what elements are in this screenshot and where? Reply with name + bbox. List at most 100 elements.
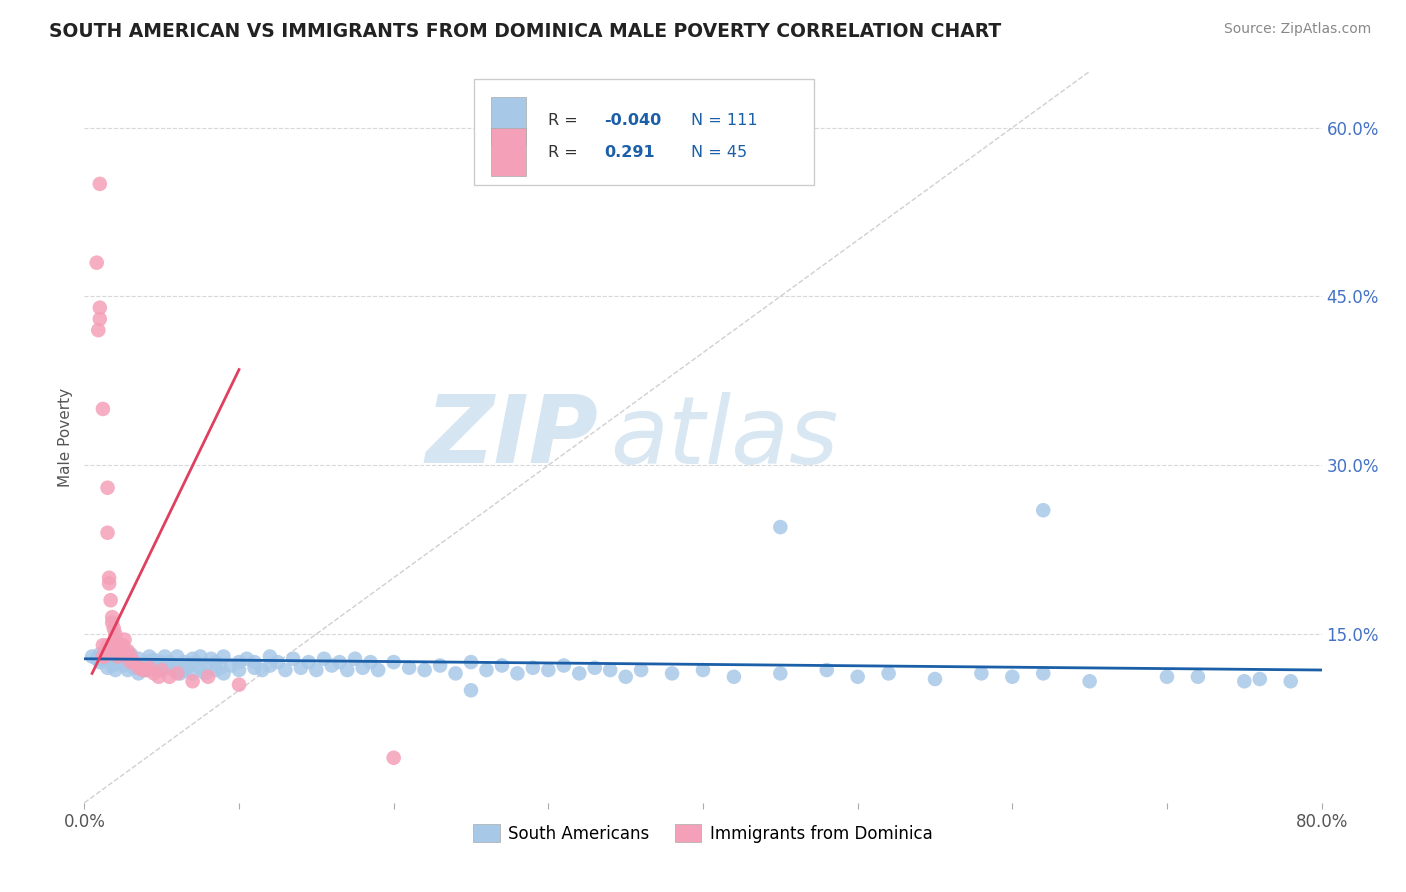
FancyBboxPatch shape [474,78,814,185]
Point [150,663,173,677]
Point [413,663,436,677]
Point [475,663,498,677]
Point [194,666,217,681]
Point [267,655,290,669]
Point [429,658,451,673]
Point [281,652,305,666]
Point [1078,674,1101,689]
Point [153,649,176,664]
Point [243,655,266,669]
Point [98,576,121,591]
Point [87,323,110,337]
Point [1233,674,1256,689]
Point [250,663,273,677]
Point [96,661,118,675]
Point [522,661,544,675]
Point [297,655,319,669]
Point [553,658,575,673]
Point [360,655,382,669]
Point [103,621,125,635]
Point [305,663,328,677]
Point [112,658,135,673]
Point [312,652,335,666]
Point [143,666,166,681]
Point [91,638,114,652]
Point [117,663,139,677]
Point [290,661,312,675]
Point [93,649,115,664]
Point [228,655,250,669]
Point [101,615,124,630]
Point [122,655,145,669]
Point [188,661,211,675]
Point [91,649,114,664]
Point [120,647,142,661]
Point [107,655,129,669]
Point [148,670,170,684]
Point [599,663,621,677]
Point [100,593,122,607]
Point [120,655,142,669]
Text: N = 45: N = 45 [690,145,747,160]
Text: Source: ZipAtlas.com: Source: ZipAtlas.com [1223,22,1371,37]
Point [107,649,129,664]
Point [614,670,637,684]
Point [506,666,529,681]
Point [491,658,513,673]
Point [568,666,591,681]
Text: SOUTH AMERICAN VS IMMIGRANTS FROM DOMINICA MALE POVERTY CORRELATION CHART: SOUTH AMERICAN VS IMMIGRANTS FROM DOMINI… [49,22,1001,41]
Point [150,663,173,677]
Point [205,663,228,677]
Point [205,655,228,669]
Point [1032,666,1054,681]
Point [117,649,139,664]
Point [82,649,104,664]
Point [94,644,117,658]
Point [200,652,222,666]
Point [166,666,188,681]
Point [1279,674,1302,689]
Point [120,655,142,669]
Point [104,627,127,641]
FancyBboxPatch shape [492,128,526,176]
Point [86,652,108,666]
Point [398,661,420,675]
Text: 0.291: 0.291 [605,145,655,160]
Point [120,649,142,664]
Point [135,663,157,677]
Point [91,653,114,667]
Point [89,301,111,315]
Point [96,644,118,658]
Point [321,658,343,673]
Point [1249,672,1271,686]
Point [382,751,405,765]
Point [274,663,297,677]
Point [163,663,186,677]
Point [228,678,250,692]
Point [150,655,173,669]
Point [259,658,281,673]
Point [367,663,389,677]
Point [148,658,170,673]
Point [89,177,111,191]
Point [769,520,792,534]
Point [444,666,467,681]
Point [460,683,482,698]
Point [104,632,127,647]
Point [135,655,157,669]
Text: N = 111: N = 111 [690,113,758,128]
Point [135,663,157,677]
Point [159,655,180,669]
Point [159,661,180,675]
Point [112,649,135,664]
Point [877,666,900,681]
Point [159,670,180,684]
Point [661,666,683,681]
Point [101,658,124,673]
Point [228,663,250,677]
FancyBboxPatch shape [492,97,526,145]
Point [352,661,374,675]
Point [138,649,160,664]
Point [212,666,235,681]
Point [212,649,235,664]
